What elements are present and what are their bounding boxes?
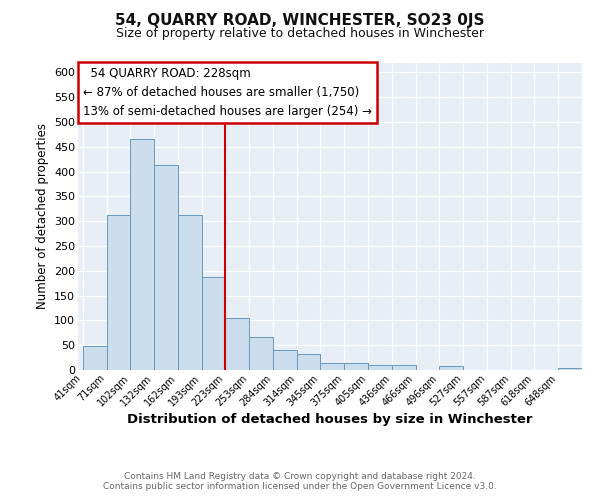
Bar bbox=[344, 363, 368, 370]
Bar bbox=[558, 368, 582, 370]
Text: 54, QUARRY ROAD, WINCHESTER, SO23 0JS: 54, QUARRY ROAD, WINCHESTER, SO23 0JS bbox=[115, 12, 485, 28]
Text: Contains HM Land Registry data © Crown copyright and database right 2024.: Contains HM Land Registry data © Crown c… bbox=[124, 472, 476, 481]
Bar bbox=[249, 338, 273, 370]
Bar bbox=[83, 346, 107, 370]
Bar bbox=[439, 366, 463, 370]
Y-axis label: Number of detached properties: Number of detached properties bbox=[35, 123, 49, 309]
Bar bbox=[202, 277, 226, 370]
Bar bbox=[107, 216, 130, 370]
Text: Size of property relative to detached houses in Winchester: Size of property relative to detached ho… bbox=[116, 28, 484, 40]
Bar bbox=[130, 140, 154, 370]
Bar bbox=[368, 365, 392, 370]
Text: Contains public sector information licensed under the Open Government Licence v3: Contains public sector information licen… bbox=[103, 482, 497, 491]
Text: 54 QUARRY ROAD: 228sqm  
← 87% of detached houses are smaller (1,750)
13% of sem: 54 QUARRY ROAD: 228sqm ← 87% of detached… bbox=[83, 67, 372, 118]
Bar bbox=[392, 365, 416, 370]
Bar bbox=[178, 216, 202, 370]
Bar bbox=[297, 354, 320, 370]
Bar bbox=[154, 165, 178, 370]
Bar bbox=[226, 318, 249, 370]
Bar bbox=[320, 363, 344, 370]
Bar bbox=[273, 350, 297, 370]
X-axis label: Distribution of detached houses by size in Winchester: Distribution of detached houses by size … bbox=[127, 414, 533, 426]
